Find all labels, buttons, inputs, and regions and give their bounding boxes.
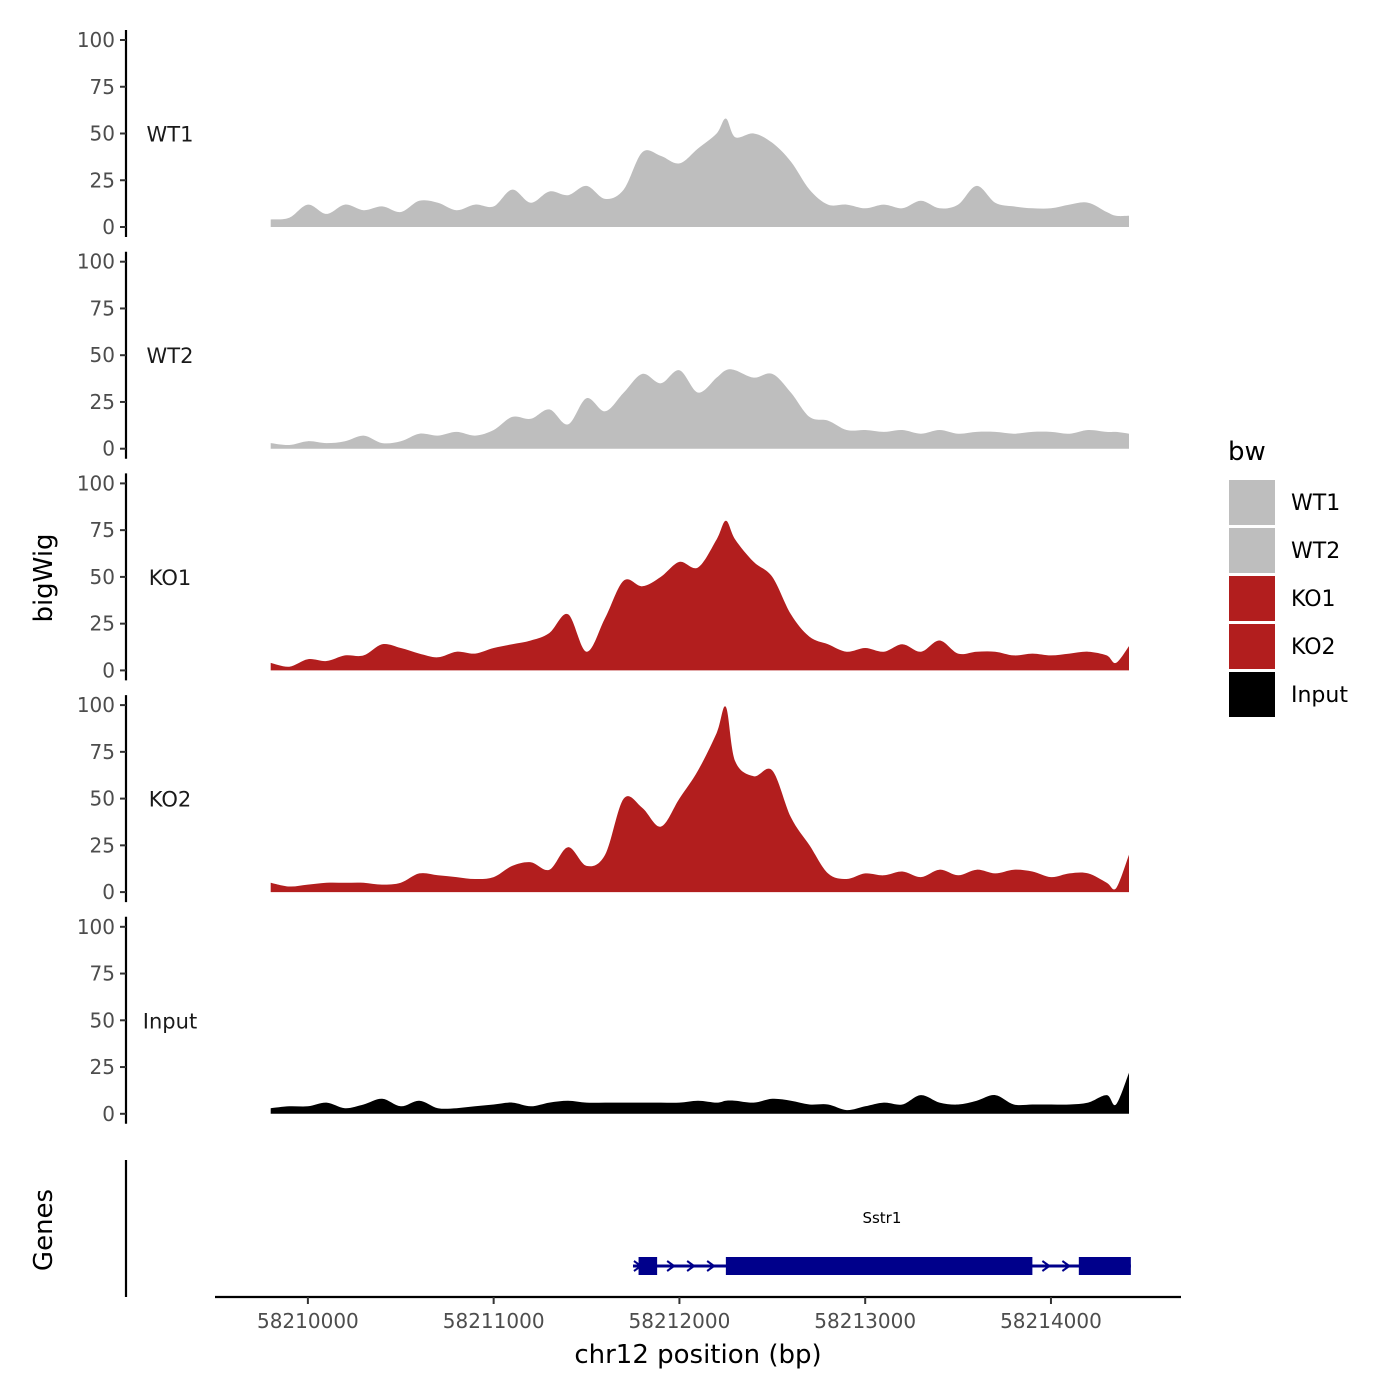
gene-exon bbox=[638, 1257, 658, 1275]
track-label: WT1 bbox=[147, 123, 194, 147]
track-label: WT2 bbox=[147, 344, 194, 368]
legend-key-ko2 bbox=[1229, 624, 1275, 669]
x-tick-label: 58211000 bbox=[443, 1309, 545, 1333]
legend-key-wt1 bbox=[1229, 480, 1275, 525]
legend-title: bw bbox=[1228, 437, 1266, 467]
y-tick-label: 75 bbox=[90, 75, 115, 99]
gene-track: Sstr1 bbox=[124, 1160, 1131, 1297]
gene-sstr1: Sstr1 bbox=[632, 1209, 1131, 1275]
y-tick-label: 100 bbox=[77, 28, 115, 52]
y-tick-label: 75 bbox=[90, 962, 115, 986]
y-tick-label: 50 bbox=[90, 1008, 115, 1032]
y-tick-label: 25 bbox=[90, 1055, 115, 1079]
strand-arrow bbox=[1061, 1260, 1072, 1272]
area-input bbox=[270, 1072, 1129, 1114]
legend-label: WT1 bbox=[1291, 491, 1340, 516]
legend-key-wt2 bbox=[1229, 528, 1275, 573]
y-tick-label: 100 bbox=[77, 250, 115, 274]
y-tick-label: 75 bbox=[90, 740, 115, 764]
track-ko2: 0 25 50 75 100 KO2 bbox=[77, 693, 1129, 904]
y-tick-label: 100 bbox=[77, 693, 115, 717]
x-axis: 58210000 58211000 58212000 58213000 58214000 bbox=[215, 1295, 1181, 1333]
x-tick-label: 58214000 bbox=[1000, 1309, 1102, 1333]
y-tick-label: 0 bbox=[102, 437, 115, 461]
x-axis-title: chr12 position (bp) bbox=[574, 1340, 821, 1370]
legend-key-input bbox=[1229, 672, 1275, 717]
track-label: KO1 bbox=[149, 566, 192, 590]
x-tick-label: 58210000 bbox=[257, 1309, 359, 1333]
gene-exon bbox=[725, 1257, 1033, 1275]
y-tick-label: 50 bbox=[90, 343, 115, 367]
y-tick-label: 25 bbox=[90, 390, 115, 414]
track-label: Input bbox=[143, 1009, 197, 1033]
gene-label: Sstr1 bbox=[862, 1209, 901, 1227]
track-input: 0 25 50 75 100 Input bbox=[77, 915, 1129, 1126]
y-tick-label: 50 bbox=[90, 787, 115, 811]
x-tick-label: 58213000 bbox=[814, 1309, 916, 1333]
track-label: KO2 bbox=[149, 788, 192, 812]
y-tick-label: 25 bbox=[90, 168, 115, 192]
track-wt2: 0 25 50 75 100 WT2 bbox=[77, 250, 1129, 461]
area-ko1 bbox=[270, 520, 1129, 671]
track-wt1: 0 25 50 75 100 WT1 bbox=[77, 28, 1129, 239]
area-ko2 bbox=[270, 706, 1129, 893]
legend-label: KO1 bbox=[1291, 587, 1336, 612]
y-tick-label: 25 bbox=[90, 833, 115, 857]
legend-key-ko1 bbox=[1229, 576, 1275, 621]
strand-arrow bbox=[686, 1260, 696, 1272]
y-tick-label: 100 bbox=[77, 471, 115, 495]
strand-arrow bbox=[1041, 1260, 1052, 1272]
y-tick-label: 0 bbox=[102, 880, 115, 904]
y-tick-label: 0 bbox=[102, 215, 115, 239]
legend-label: KO2 bbox=[1291, 635, 1336, 660]
y-tick-label: 0 bbox=[102, 1102, 115, 1126]
legend: bw WT1 WT2 KO1 KO2 Input bbox=[1228, 437, 1348, 717]
y-tick-label: 75 bbox=[90, 296, 115, 320]
y-axis-title: bigWig bbox=[29, 533, 59, 622]
y-tick-label: 75 bbox=[90, 518, 115, 542]
area-wt2 bbox=[270, 369, 1129, 449]
strand-arrow bbox=[706, 1260, 716, 1272]
tracks-group: 0255075100WT10255075100WT20255075100KO10… bbox=[77, 28, 1129, 1126]
area-wt1 bbox=[270, 118, 1129, 227]
y-tick-label: 100 bbox=[77, 915, 115, 939]
y-tick-label: 25 bbox=[90, 612, 115, 636]
legend-label: WT2 bbox=[1291, 539, 1340, 564]
strand-arrow bbox=[666, 1260, 676, 1272]
x-tick-label: 58212000 bbox=[629, 1309, 731, 1333]
genes-axis-title: Genes bbox=[29, 1189, 59, 1271]
gene-exon bbox=[1078, 1257, 1131, 1275]
y-tick-label: 50 bbox=[90, 122, 115, 146]
track-ko1: 0 25 50 75 100 KO1 bbox=[77, 471, 1129, 682]
y-tick-label: 0 bbox=[102, 658, 115, 682]
legend-label: Input bbox=[1291, 683, 1348, 708]
y-tick-label: 50 bbox=[90, 565, 115, 589]
